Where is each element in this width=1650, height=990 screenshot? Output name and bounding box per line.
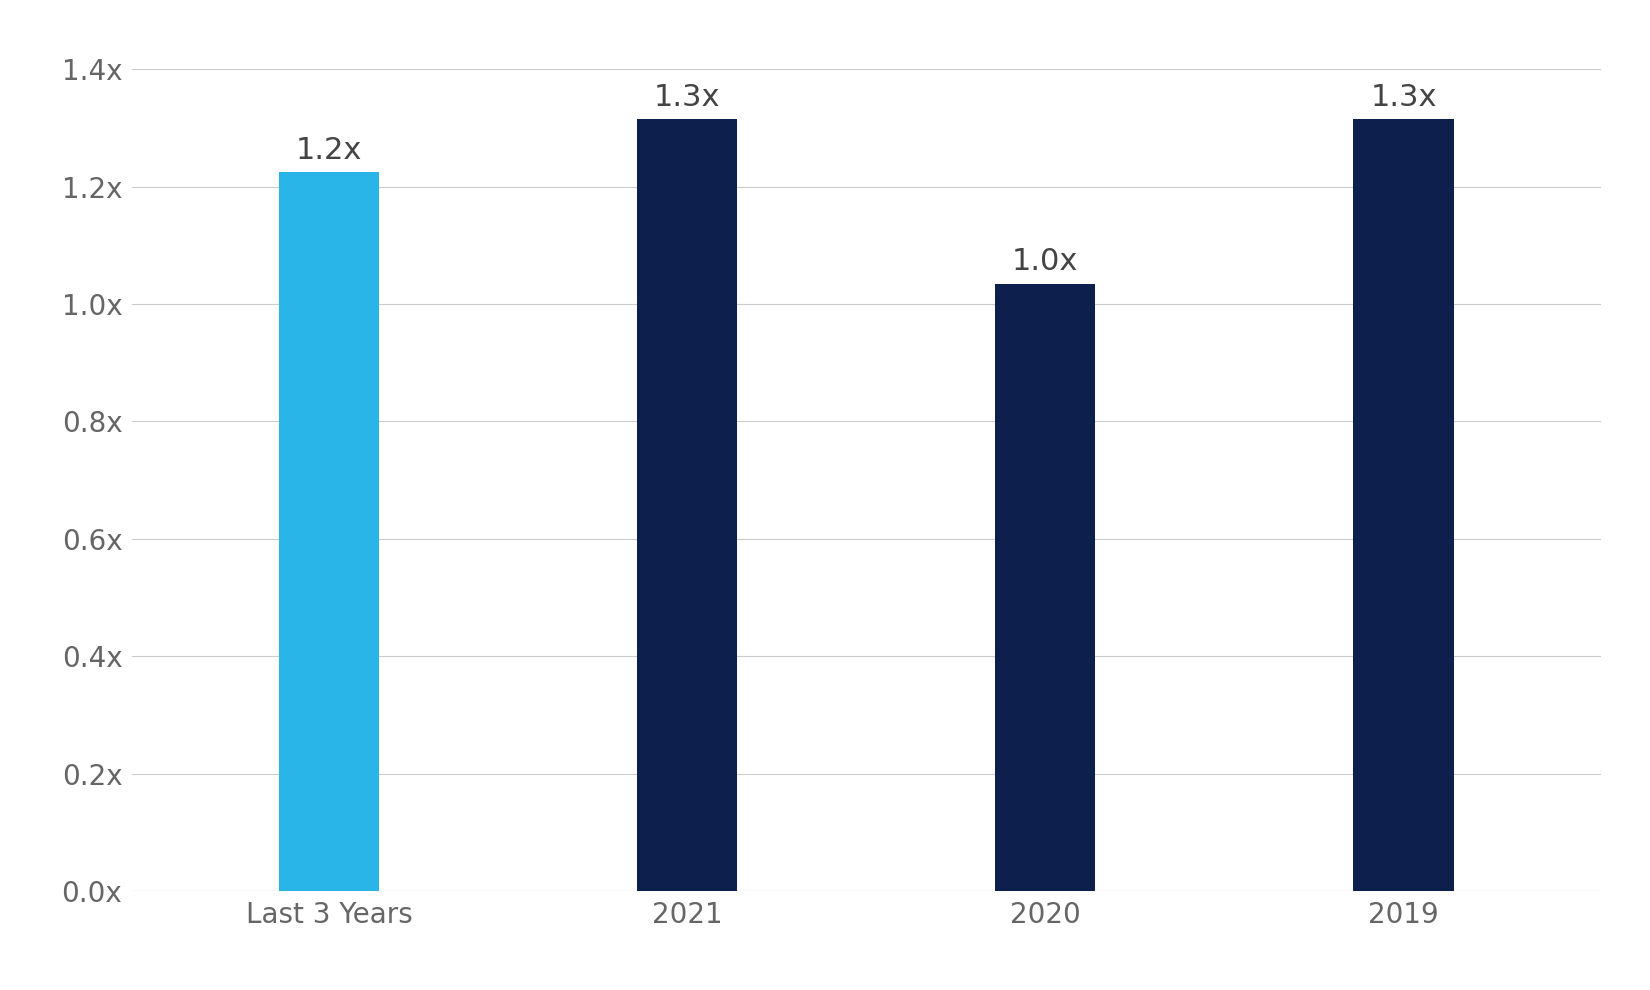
Bar	[637, 119, 738, 891]
Text: 1.2x: 1.2x	[295, 136, 363, 165]
Bar	[995, 283, 1096, 891]
Text: 1.3x: 1.3x	[1370, 83, 1437, 112]
Text: 1.3x: 1.3x	[653, 83, 721, 112]
Text: 1.0x: 1.0x	[1011, 248, 1079, 276]
Bar	[279, 172, 380, 891]
Bar	[1353, 119, 1454, 891]
